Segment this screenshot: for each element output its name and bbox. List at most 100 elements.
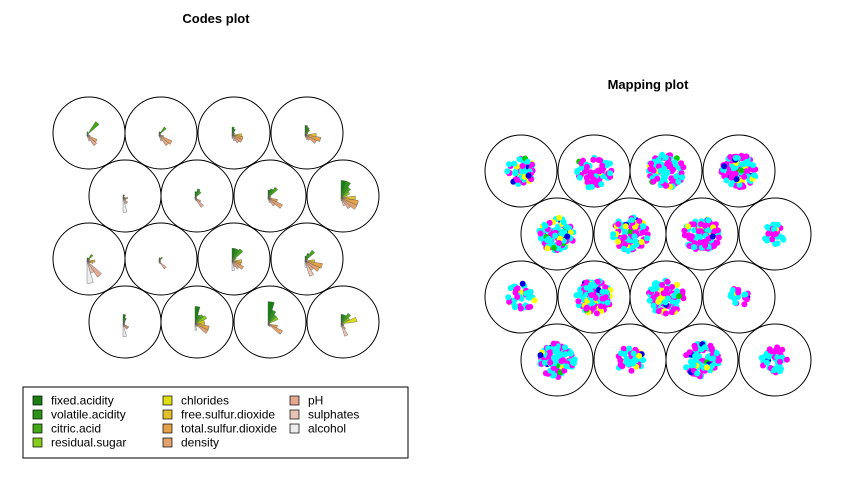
legend-label: alcohol — [308, 422, 346, 436]
mapping-point — [727, 293, 734, 300]
mapping-point — [751, 172, 758, 179]
codes-segment — [86, 260, 94, 284]
codes-segment — [158, 134, 163, 142]
legend-label: total.sulfur.dioxide — [181, 422, 277, 436]
codes-segment — [194, 323, 198, 331]
codes-segment — [304, 249, 315, 262]
unit-circle — [88, 159, 162, 233]
codes-segment — [194, 323, 209, 334]
codes-segment — [231, 257, 237, 262]
codes-segment — [231, 134, 243, 143]
mapping-unit — [484, 260, 558, 334]
codes-segment — [122, 323, 127, 338]
mapping-point — [617, 361, 624, 368]
mapping-point — [525, 294, 532, 301]
mapping-point — [615, 238, 621, 245]
mapping-point — [777, 358, 783, 365]
mapping-point — [602, 284, 609, 291]
mapping-point — [599, 288, 606, 295]
mapping-point — [564, 233, 571, 240]
legend-swatch — [289, 395, 300, 406]
mapping-point — [663, 285, 670, 292]
codes-segment — [340, 180, 351, 199]
codes-segment — [304, 129, 311, 136]
mapping-point — [584, 179, 591, 186]
mapping-point — [644, 235, 651, 242]
mapping-point — [547, 349, 554, 356]
legend-label: chlorides — [181, 394, 229, 408]
codes-segment — [158, 126, 167, 136]
mapping-point — [690, 362, 697, 368]
mapping-point — [659, 282, 666, 288]
codes-unit — [270, 222, 344, 296]
codes-segment — [340, 186, 351, 199]
mapping-point — [512, 170, 519, 177]
mapping-point — [556, 214, 563, 221]
mapping-point — [732, 299, 739, 306]
mapping-point — [691, 221, 697, 228]
codes-unit — [197, 96, 271, 170]
mapping-point — [667, 163, 674, 170]
mapping-point — [514, 176, 521, 183]
codes-segment — [340, 197, 351, 210]
mapping-point — [528, 161, 535, 168]
codes-segment — [86, 134, 97, 147]
mapping-point — [655, 298, 662, 305]
codes-unit — [160, 159, 234, 233]
codes-segment — [231, 248, 244, 262]
mapping-point — [771, 367, 778, 374]
codes-segment — [122, 197, 128, 199]
mapping-point — [690, 244, 697, 251]
mapping-point — [774, 240, 781, 247]
codes-segment — [86, 259, 96, 263]
codes-segment — [158, 134, 173, 145]
mapping-point — [636, 352, 643, 359]
mapping-point — [723, 177, 730, 184]
legend-label: density — [181, 436, 219, 450]
codes-segment — [231, 260, 235, 271]
legend-swatch — [32, 437, 43, 448]
mapping-point — [695, 228, 702, 235]
codes-unit — [52, 96, 126, 170]
codes-segment — [231, 134, 234, 139]
mapping-point — [743, 153, 750, 160]
mapping-point — [562, 351, 569, 358]
mapping-point — [668, 309, 675, 316]
mapping-point — [607, 160, 613, 167]
mapping-point — [708, 345, 715, 352]
codes-unit — [88, 285, 162, 359]
mapping-point — [512, 303, 519, 310]
mapping-point — [597, 303, 604, 310]
mapping-point — [597, 157, 604, 164]
mapping-point — [648, 160, 654, 167]
legend-swatch — [162, 395, 173, 406]
codes-segment — [86, 121, 100, 136]
mapping-point — [506, 298, 513, 305]
mapping-point — [727, 154, 734, 160]
mapping-point — [607, 170, 613, 177]
mapping-point — [602, 294, 609, 301]
mapping-point — [524, 158, 531, 165]
mapping-point — [657, 167, 664, 174]
mapping-point — [646, 297, 653, 304]
codes-segment — [86, 134, 91, 142]
codes-segment — [158, 134, 169, 147]
mapping-point — [660, 173, 667, 180]
mapping-point — [615, 221, 622, 228]
codes-segment — [86, 260, 102, 278]
mapping-point — [629, 244, 636, 251]
mapping-point — [709, 233, 716, 240]
mapping-point — [631, 233, 638, 240]
mapping-point — [647, 166, 654, 173]
mapping-unit — [702, 134, 776, 208]
mapping-point — [537, 230, 544, 237]
codes-segment — [267, 316, 279, 325]
codes-segment — [267, 186, 278, 199]
mapping-point — [545, 235, 552, 242]
mapping-point — [779, 346, 786, 353]
mapping-point — [588, 183, 595, 190]
mapping-point — [655, 157, 662, 163]
codes-segment — [231, 134, 236, 142]
mapping-point — [594, 278, 601, 285]
mapping-point — [664, 295, 671, 302]
